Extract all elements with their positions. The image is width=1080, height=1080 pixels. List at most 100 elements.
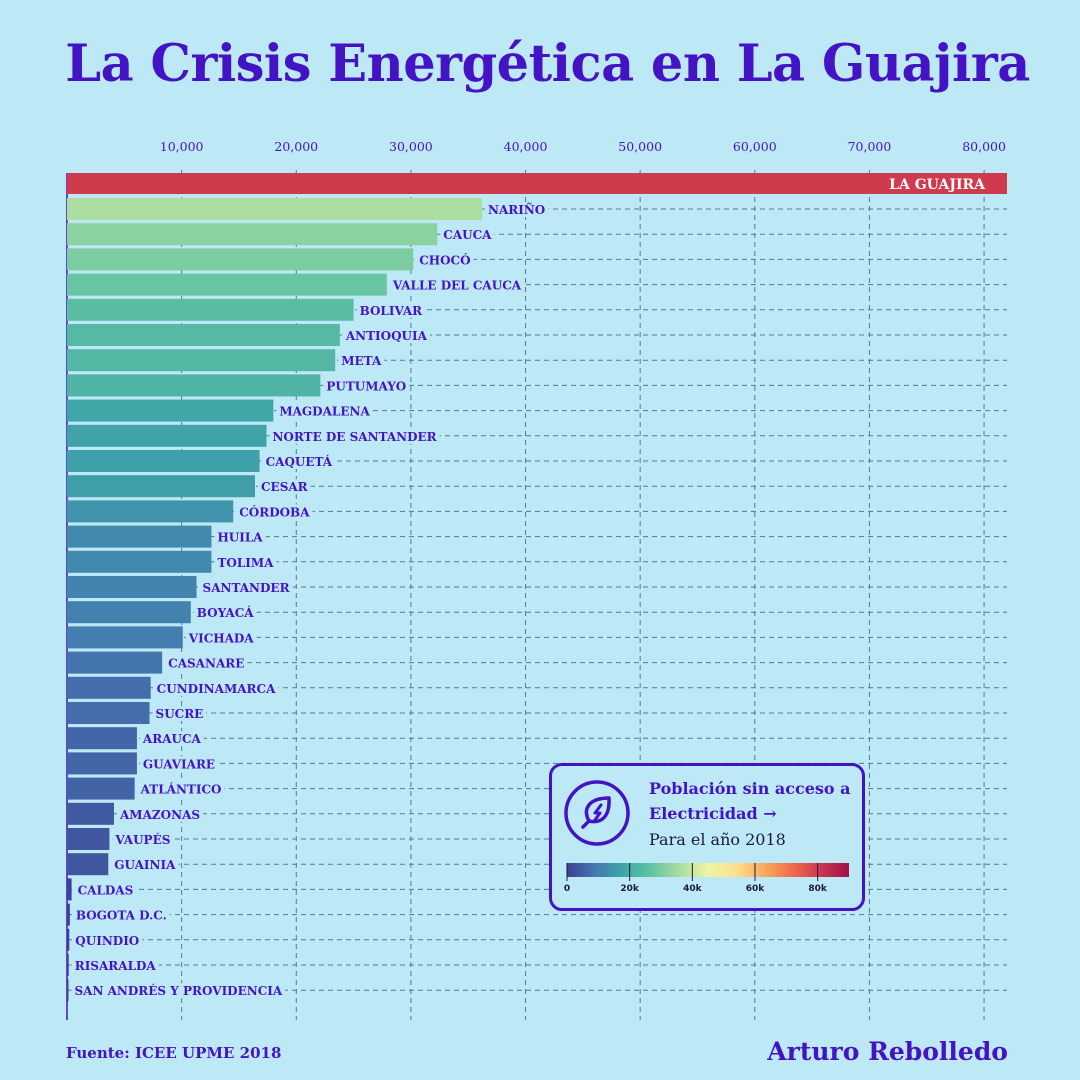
bar [67, 928, 70, 951]
bar [67, 248, 414, 271]
color-scale-tick-label: 60k [746, 884, 766, 894]
bar-label-background [71, 958, 159, 973]
bar [67, 802, 114, 825]
bar [67, 475, 255, 498]
bar-label-background [71, 983, 286, 999]
color-scale-tick-label: 20k [620, 884, 640, 894]
bar [67, 626, 183, 649]
bar [67, 702, 150, 724]
x-tick-label: 10,000 [160, 139, 204, 154]
bar-label-background [342, 328, 430, 343]
bar-label: CHOCÓ [419, 251, 470, 267]
bar [67, 676, 151, 699]
bar [67, 878, 72, 901]
bar-label-background [139, 731, 204, 747]
legend-box: Población sin acceso a Electricidad → Pa… [549, 763, 865, 911]
bar-label-background [117, 806, 204, 822]
bar-label-background [236, 504, 313, 520]
bar-label: QUINDIO [75, 934, 139, 948]
x-tick-label: 50,000 [618, 139, 662, 154]
bar-label: CASANARE [168, 657, 244, 671]
bar-label: VALLE DEL CAUCA [392, 279, 522, 293]
bar [67, 324, 340, 346]
bar-label-background [484, 202, 549, 217]
bar-label: SANTANDER [203, 581, 291, 595]
bar-label: GUAVIARE [143, 757, 215, 771]
page-title: La Crisis Energética en La Guajira [65, 34, 1030, 94]
bar [67, 752, 137, 775]
footer-author: Arturo Rebolledo [767, 1037, 1008, 1066]
bar [67, 198, 482, 220]
legend-title: Población sin acceso a Electricidad → [649, 779, 851, 823]
bar [67, 349, 336, 372]
bar-label-background [193, 605, 257, 621]
bar-la-guajira [67, 173, 1007, 194]
bar-label-background [323, 378, 410, 394]
bar [67, 903, 70, 926]
bar-label: CAQUETÁ [266, 454, 333, 469]
bar-label-background [111, 857, 179, 873]
color-scale-tick-label: 0 [564, 884, 570, 894]
color-scale-bar [567, 863, 849, 877]
bar-label-background [72, 932, 143, 948]
x-tick-label: 40,000 [504, 139, 548, 154]
bar-label: VICHADA [188, 631, 255, 645]
bar-label: RISARALDA [75, 959, 157, 973]
bar-label-background [356, 302, 426, 318]
color-scale: 0 20k 40k 60k 80k [564, 863, 849, 894]
bar-label-la-guajira: LA GUAJIRA [889, 177, 986, 193]
bar-label-background [258, 479, 311, 495]
bar-label-background [185, 630, 257, 646]
bar-label: NORTE DE SANTANDER [272, 430, 437, 444]
bar-label: HUILA [217, 531, 263, 545]
bar-label-background [262, 454, 336, 469]
bar [67, 298, 354, 321]
color-scale-tick-label: 40k [683, 884, 703, 894]
bar-label-background [214, 529, 266, 545]
bar-label: ARAUCA [142, 732, 202, 746]
bar-label-background [72, 907, 170, 923]
bar-label-background [165, 655, 248, 671]
bar-label-background [137, 781, 225, 797]
bar-label: CÓRDOBA [239, 503, 310, 519]
bar-label: AMAZONAS [119, 808, 200, 822]
bar-label-background [199, 580, 293, 595]
bar-label-background [74, 882, 137, 898]
labels-layer: LA GUAJIRA NARIÑO CAUCA CHOCÓ VALLE DEL CAUC… [71, 177, 986, 999]
leaf-lightning-icon [564, 780, 630, 846]
bar [67, 223, 438, 246]
bar-label-background [338, 353, 385, 369]
bar-label: BOYACÁ [197, 605, 254, 620]
x-tick-label: 30,000 [389, 139, 433, 154]
bar-label: CAUCA [443, 228, 492, 242]
bar-label: BOLIVAR [360, 304, 424, 318]
bar-label-background [152, 706, 207, 721]
bar-label: PUTUMAYO [326, 379, 406, 393]
bar-label: SAN ANDRÉS Y PROVIDENCIA [75, 983, 283, 998]
bar-label-background [112, 832, 174, 847]
x-tick-label: 20,000 [274, 139, 318, 154]
bar [67, 500, 234, 523]
bar-label: BOGOTA D.C. [76, 909, 167, 923]
bar-label: META [341, 354, 382, 368]
bar-label: ATLÁNTICO [140, 782, 222, 797]
bar [67, 601, 191, 624]
x-axis: 10,000 20,000 30,000 40,000 50,000 60,000 70,0… [66, 139, 1006, 1020]
bar-label-background [214, 554, 277, 570]
bar-label: NARIÑO [488, 202, 545, 217]
bars-layer [67, 173, 1007, 1002]
bar [67, 954, 69, 976]
bar [67, 853, 109, 876]
bar-label: CALDAS [78, 883, 134, 897]
bar-label: CUNDINAMARCA [157, 682, 276, 696]
bar-label: MAGDALENA [279, 405, 370, 419]
bar [67, 651, 163, 674]
bar-label-background [416, 252, 474, 268]
bar-label: VAUPÉS [114, 832, 170, 847]
bar [67, 525, 212, 548]
x-tick-label: 70,000 [848, 139, 892, 154]
bar-label: TOLIMA [217, 556, 274, 570]
bar-label-background [440, 227, 495, 243]
bar [67, 450, 260, 472]
